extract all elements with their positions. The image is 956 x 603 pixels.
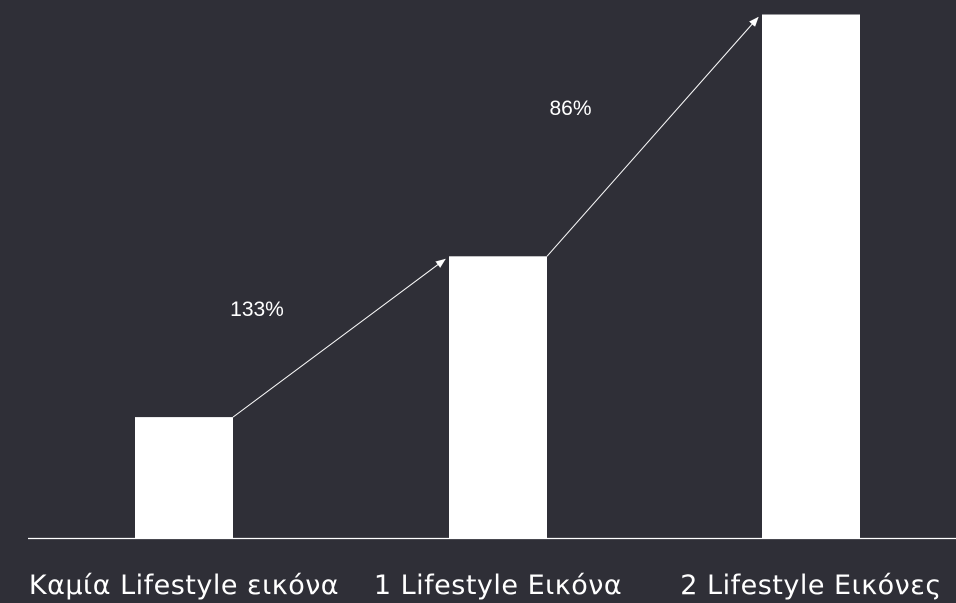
category-labels: Καμία Lifestyle εικόνα 1 Lifestyle Εικόνα…: [29, 570, 941, 601]
category-label-0: Καμία Lifestyle εικόνα: [29, 570, 339, 601]
category-label-2: 2 Lifestyle Εικόνες: [680, 570, 941, 601]
growth-arrow-1: [546, 16, 759, 257]
bars: [135, 14, 860, 538]
category-label-1: 1 Lifestyle Εικόνα: [374, 570, 622, 601]
growth-label-1: 86%: [549, 97, 591, 120]
growth-label-0: 133%: [230, 298, 284, 321]
growth-arrows: 133% 86%: [230, 16, 759, 418]
bar-0: [135, 417, 233, 538]
growth-arrow-0: [232, 258, 446, 418]
bar-2: [762, 14, 860, 538]
bar-1: [449, 256, 547, 538]
